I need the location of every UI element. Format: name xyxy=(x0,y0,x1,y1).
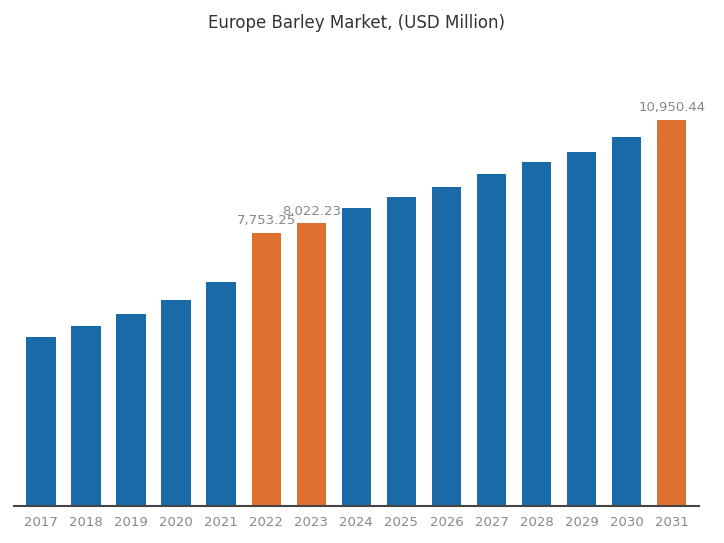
Bar xyxy=(342,208,371,507)
Text: 8,022.23: 8,022.23 xyxy=(282,205,341,218)
Bar xyxy=(432,187,461,507)
Text: 7,753.25: 7,753.25 xyxy=(237,214,296,228)
Bar xyxy=(387,198,416,507)
Bar xyxy=(206,282,236,507)
Bar xyxy=(161,300,190,507)
Bar xyxy=(567,151,596,507)
Text: 10,950.44: 10,950.44 xyxy=(638,102,705,115)
Bar xyxy=(251,232,281,507)
Bar xyxy=(72,326,101,507)
Bar xyxy=(117,314,146,507)
Bar xyxy=(657,119,686,507)
Bar xyxy=(612,137,641,507)
Bar xyxy=(522,162,551,507)
Bar xyxy=(297,223,326,507)
Title: Europe Barley Market, (USD Million): Europe Barley Market, (USD Million) xyxy=(208,14,505,32)
Bar xyxy=(26,337,56,507)
Bar xyxy=(477,174,506,507)
